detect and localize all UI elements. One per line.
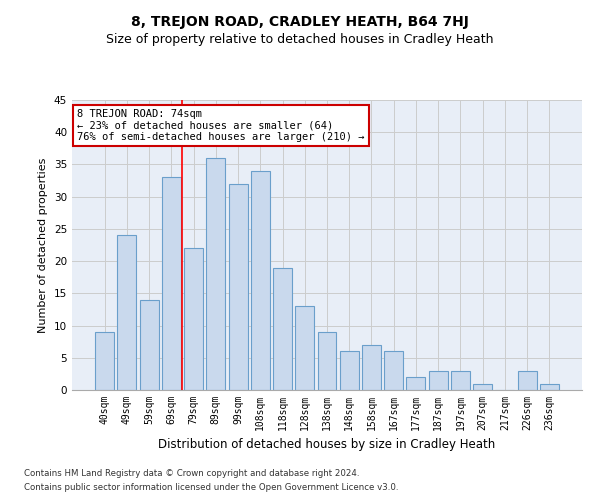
Bar [229, 184, 248, 390]
Bar [473, 384, 492, 390]
Bar [340, 352, 359, 390]
Bar [118, 236, 136, 390]
Bar [206, 158, 225, 390]
Bar [162, 178, 181, 390]
Text: Size of property relative to detached houses in Cradley Heath: Size of property relative to detached ho… [106, 32, 494, 46]
Bar [429, 370, 448, 390]
Bar [95, 332, 114, 390]
Bar [184, 248, 203, 390]
Bar [140, 300, 158, 390]
Bar [451, 370, 470, 390]
Text: Contains HM Land Registry data © Crown copyright and database right 2024.: Contains HM Land Registry data © Crown c… [24, 468, 359, 477]
Text: 8 TREJON ROAD: 74sqm
← 23% of detached houses are smaller (64)
76% of semi-detac: 8 TREJON ROAD: 74sqm ← 23% of detached h… [77, 108, 365, 142]
Bar [295, 306, 314, 390]
Bar [362, 345, 381, 390]
Bar [518, 370, 536, 390]
X-axis label: Distribution of detached houses by size in Cradley Heath: Distribution of detached houses by size … [158, 438, 496, 452]
Bar [384, 352, 403, 390]
Bar [273, 268, 292, 390]
Text: Contains public sector information licensed under the Open Government Licence v3: Contains public sector information licen… [24, 484, 398, 492]
Y-axis label: Number of detached properties: Number of detached properties [38, 158, 49, 332]
Text: 8, TREJON ROAD, CRADLEY HEATH, B64 7HJ: 8, TREJON ROAD, CRADLEY HEATH, B64 7HJ [131, 15, 469, 29]
Bar [251, 171, 270, 390]
Bar [406, 377, 425, 390]
Bar [540, 384, 559, 390]
Bar [317, 332, 337, 390]
